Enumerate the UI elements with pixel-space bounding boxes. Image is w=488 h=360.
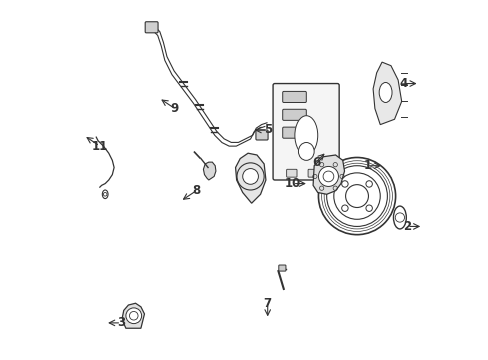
Polygon shape <box>203 162 216 180</box>
Circle shape <box>341 205 347 211</box>
Text: 3: 3 <box>117 316 125 329</box>
FancyBboxPatch shape <box>278 265 285 271</box>
Text: 7: 7 <box>263 297 271 310</box>
Text: 4: 4 <box>399 77 407 90</box>
Polygon shape <box>235 153 265 203</box>
Circle shape <box>345 185 367 207</box>
Circle shape <box>242 168 258 184</box>
FancyBboxPatch shape <box>282 109 305 120</box>
FancyBboxPatch shape <box>286 169 296 177</box>
Ellipse shape <box>393 206 406 229</box>
Text: 8: 8 <box>192 184 200 197</box>
Ellipse shape <box>102 190 108 199</box>
FancyBboxPatch shape <box>255 130 267 140</box>
Text: 10: 10 <box>284 177 300 190</box>
Circle shape <box>365 205 371 211</box>
Circle shape <box>326 166 386 226</box>
Text: 5: 5 <box>263 123 271 136</box>
FancyBboxPatch shape <box>329 169 339 177</box>
Circle shape <box>365 181 371 187</box>
FancyBboxPatch shape <box>282 91 305 103</box>
Text: 2: 2 <box>402 220 410 233</box>
FancyBboxPatch shape <box>282 127 305 138</box>
Circle shape <box>323 171 333 182</box>
Ellipse shape <box>378 82 391 103</box>
Polygon shape <box>122 303 144 328</box>
Ellipse shape <box>294 116 317 155</box>
Circle shape <box>341 181 347 187</box>
Circle shape <box>129 311 138 320</box>
FancyBboxPatch shape <box>307 169 318 177</box>
FancyBboxPatch shape <box>272 84 339 180</box>
Ellipse shape <box>298 143 313 160</box>
Polygon shape <box>312 155 344 194</box>
Text: 6: 6 <box>311 156 320 168</box>
Text: 9: 9 <box>170 102 179 115</box>
Circle shape <box>318 166 338 186</box>
Polygon shape <box>372 62 401 125</box>
Circle shape <box>318 157 395 235</box>
Circle shape <box>103 193 107 196</box>
Text: 1: 1 <box>363 159 371 172</box>
Circle shape <box>125 308 142 324</box>
Text: 11: 11 <box>92 140 108 153</box>
Circle shape <box>394 213 404 222</box>
FancyBboxPatch shape <box>145 22 158 33</box>
Circle shape <box>333 173 380 219</box>
